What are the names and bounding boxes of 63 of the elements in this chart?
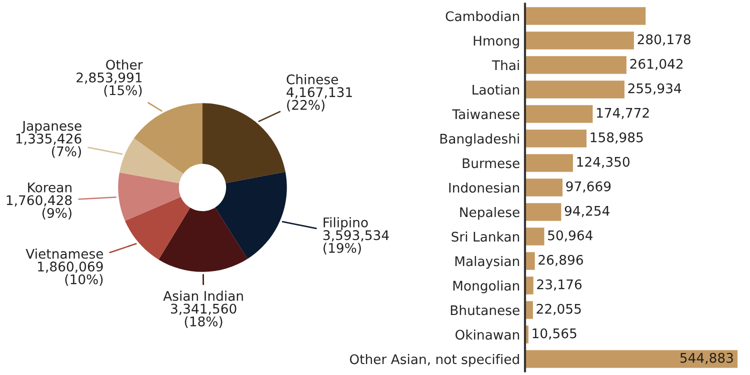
y-tick-label: Bangladeshi (440, 133, 519, 146)
bar (525, 202, 563, 222)
data-label: 544,883 (680, 352, 733, 364)
data-label: 124,350 (577, 156, 630, 168)
slice-label: Vietnamese (26, 248, 104, 259)
y-tick-label: Sri Lankan (452, 231, 520, 242)
y-tick-label: Okinawan (456, 329, 520, 340)
data-label: 97,669 (566, 181, 611, 193)
bar (525, 30, 636, 51)
data-label: 1,860,069 (10%) (38, 262, 103, 286)
donut-slice (158, 207, 248, 272)
donut-slice (119, 138, 184, 184)
y-tick-label: Mongolian (453, 280, 520, 294)
data-label: 23,176 (537, 279, 582, 291)
data-label: 1,760,428 (9%) (6, 195, 72, 220)
donut-slice (202, 103, 286, 184)
bar (525, 348, 739, 370)
y-tick-label: Hmong (474, 36, 519, 48)
data-label: 174,772 (596, 108, 649, 120)
data-label: 50,964 (548, 230, 593, 242)
slice-label: Korean (28, 182, 72, 192)
data-label: 22,055 (536, 304, 581, 316)
bar (525, 54, 628, 76)
bar (525, 6, 648, 26)
data-label: 4,167,131 (22%) (286, 87, 352, 112)
bar (525, 79, 626, 100)
y-tick-label: Other Asian, not specified (350, 354, 519, 367)
y-tick-label: Cambodian (446, 10, 520, 22)
data-label: 255,934 (628, 83, 682, 95)
bar (525, 300, 534, 320)
data-label: 158,985 (590, 132, 643, 144)
donut-slice (134, 103, 202, 174)
slice-label: Filipino (324, 217, 368, 230)
y-tick-label: Taiwanese (452, 108, 520, 120)
bar (525, 226, 546, 247)
y-tick-label: Indonesian (449, 182, 520, 193)
y-tick-label: Laotian (472, 84, 520, 95)
y-tick-label: Malaysian (455, 256, 520, 269)
bar (525, 177, 564, 198)
data-label: 2,853,991 (15%) (76, 72, 142, 97)
bar (525, 128, 588, 149)
data-label: 280,178 (638, 34, 690, 46)
data-label: 26,896 (538, 254, 583, 266)
bar (525, 275, 535, 296)
bar (525, 104, 594, 124)
donut-slice (118, 172, 181, 221)
data-label: 3,341,560 (18%) (171, 304, 236, 328)
bar (525, 152, 574, 174)
y-tick-label: Burmese (462, 158, 520, 168)
y-tick-label: Bhutanese (450, 304, 520, 316)
slice-label: Chinese (286, 74, 338, 84)
y-tick-label: Thai (492, 60, 519, 70)
data-label: 261,042 (630, 58, 683, 70)
donut-slice (215, 172, 287, 259)
y-tick-label: Nepalese (460, 206, 520, 220)
donut-slice (124, 196, 190, 260)
data-label: 10,565 (532, 328, 576, 340)
data-label: 1,335,426 (7%) (16, 134, 82, 158)
data-label: 3,593,534 (19%) (323, 230, 389, 254)
slice-label: Other (106, 59, 143, 70)
slice-label: Asian Indian (163, 290, 243, 301)
data-label: 94,254 (564, 206, 610, 218)
slice-label: Japanese (21, 121, 82, 134)
